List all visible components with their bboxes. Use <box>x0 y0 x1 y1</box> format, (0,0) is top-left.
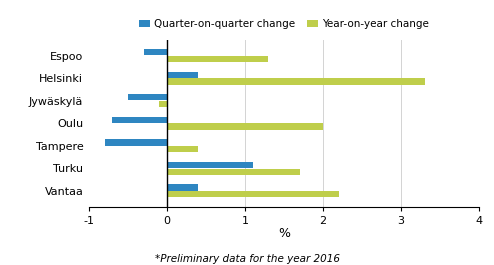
Bar <box>167 169 300 175</box>
Bar <box>167 78 424 85</box>
Bar <box>167 56 268 62</box>
Bar <box>167 146 198 152</box>
Bar <box>112 117 167 123</box>
Bar <box>144 49 167 55</box>
Bar <box>167 184 198 191</box>
Bar <box>105 139 167 145</box>
Bar <box>167 162 253 168</box>
Bar <box>159 101 167 107</box>
Legend: Quarter-on-quarter change, Year-on-year change: Quarter-on-quarter change, Year-on-year … <box>135 15 433 33</box>
Bar <box>167 191 339 197</box>
X-axis label: %: % <box>278 227 290 240</box>
Bar <box>128 94 167 100</box>
Bar <box>167 72 198 78</box>
Bar <box>167 123 323 130</box>
Text: *Preliminary data for the year 2016: *Preliminary data for the year 2016 <box>155 254 339 264</box>
